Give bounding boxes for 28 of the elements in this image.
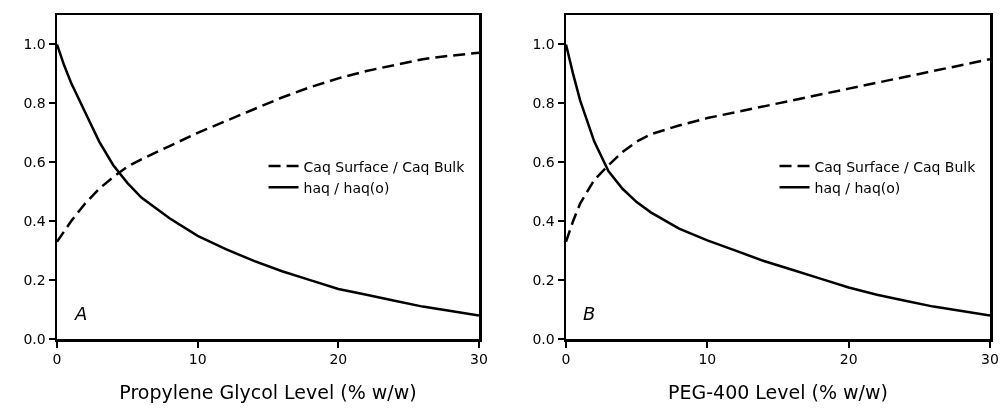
x-tick-label: 0: [52, 351, 62, 368]
annotation: A: [74, 303, 88, 324]
y-tick-label: 1.0: [532, 36, 555, 53]
y-tick-label: 0.4: [23, 213, 46, 230]
y-tick-label: 0.2: [532, 271, 555, 288]
legend-label: haq / haq(o): [814, 179, 901, 196]
legend-label: Caq Surface / Caq Bulk: [303, 158, 466, 175]
y-tick-label: 0.0: [532, 330, 555, 347]
x-axis-title: Propylene Glycol Level (% w/w): [119, 381, 417, 404]
annotation: B: [583, 303, 596, 324]
x-tick-label: 10: [188, 351, 207, 368]
x-tick-label: 10: [698, 351, 717, 368]
legend-label: Caq Surface / Caq Bulk: [814, 158, 977, 175]
y-tick-label: 0.4: [532, 213, 555, 230]
y-tick-label: 0.6: [532, 154, 555, 171]
y-tick-label: 0.6: [23, 154, 46, 171]
y-tick-label: 0.8: [23, 95, 46, 112]
x-tick-label: 20: [329, 351, 348, 368]
x-tick-label: 0: [561, 351, 571, 368]
legend-label: haq / haq(o): [303, 179, 390, 196]
x-axis-title: PEG-400 Level (% w/w): [668, 381, 888, 404]
y-tick-label: 0.2: [23, 271, 46, 288]
y-tick-label: 1.0: [23, 36, 46, 53]
x-tick-label: 20: [839, 351, 858, 368]
y-tick-label: 0.8: [532, 95, 555, 112]
x-tick-label: 30: [470, 351, 488, 368]
x-tick-label: 30: [981, 351, 999, 368]
y-tick-label: 0.0: [23, 330, 46, 347]
